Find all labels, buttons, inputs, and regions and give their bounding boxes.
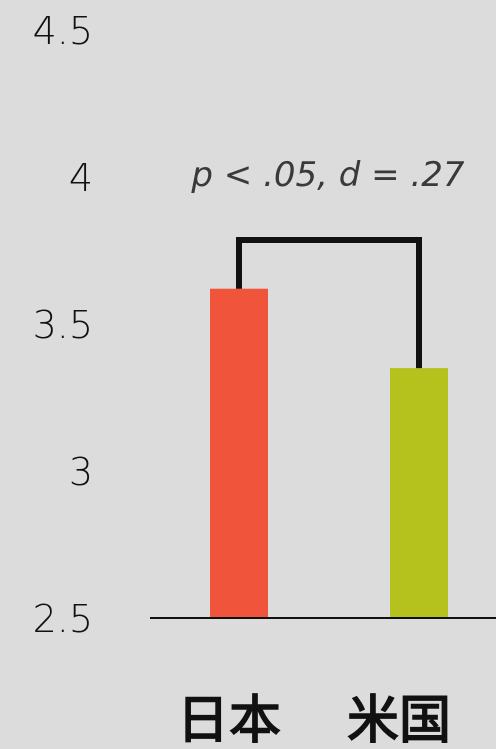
bar-2	[390, 368, 448, 618]
y-tick-label: 4	[69, 156, 93, 200]
y-tick-label: 4.5	[33, 9, 93, 53]
y-tick-label: 3.5	[33, 303, 93, 347]
significance-bracket	[236, 237, 422, 369]
y-tick-label: 3	[69, 450, 93, 494]
significance-annotation: p < .05, d = .27	[190, 155, 464, 195]
bar-1	[210, 288, 268, 618]
x-axis-labels: 日本 米国	[177, 691, 451, 749]
x-category-label: 米国	[347, 691, 451, 749]
x-category-label: 日本	[177, 691, 281, 749]
bars	[210, 288, 448, 618]
y-axis-ticks: 2.5 3 3.5 4 4.5	[33, 9, 93, 641]
y-tick-label: 2.5	[33, 597, 93, 641]
